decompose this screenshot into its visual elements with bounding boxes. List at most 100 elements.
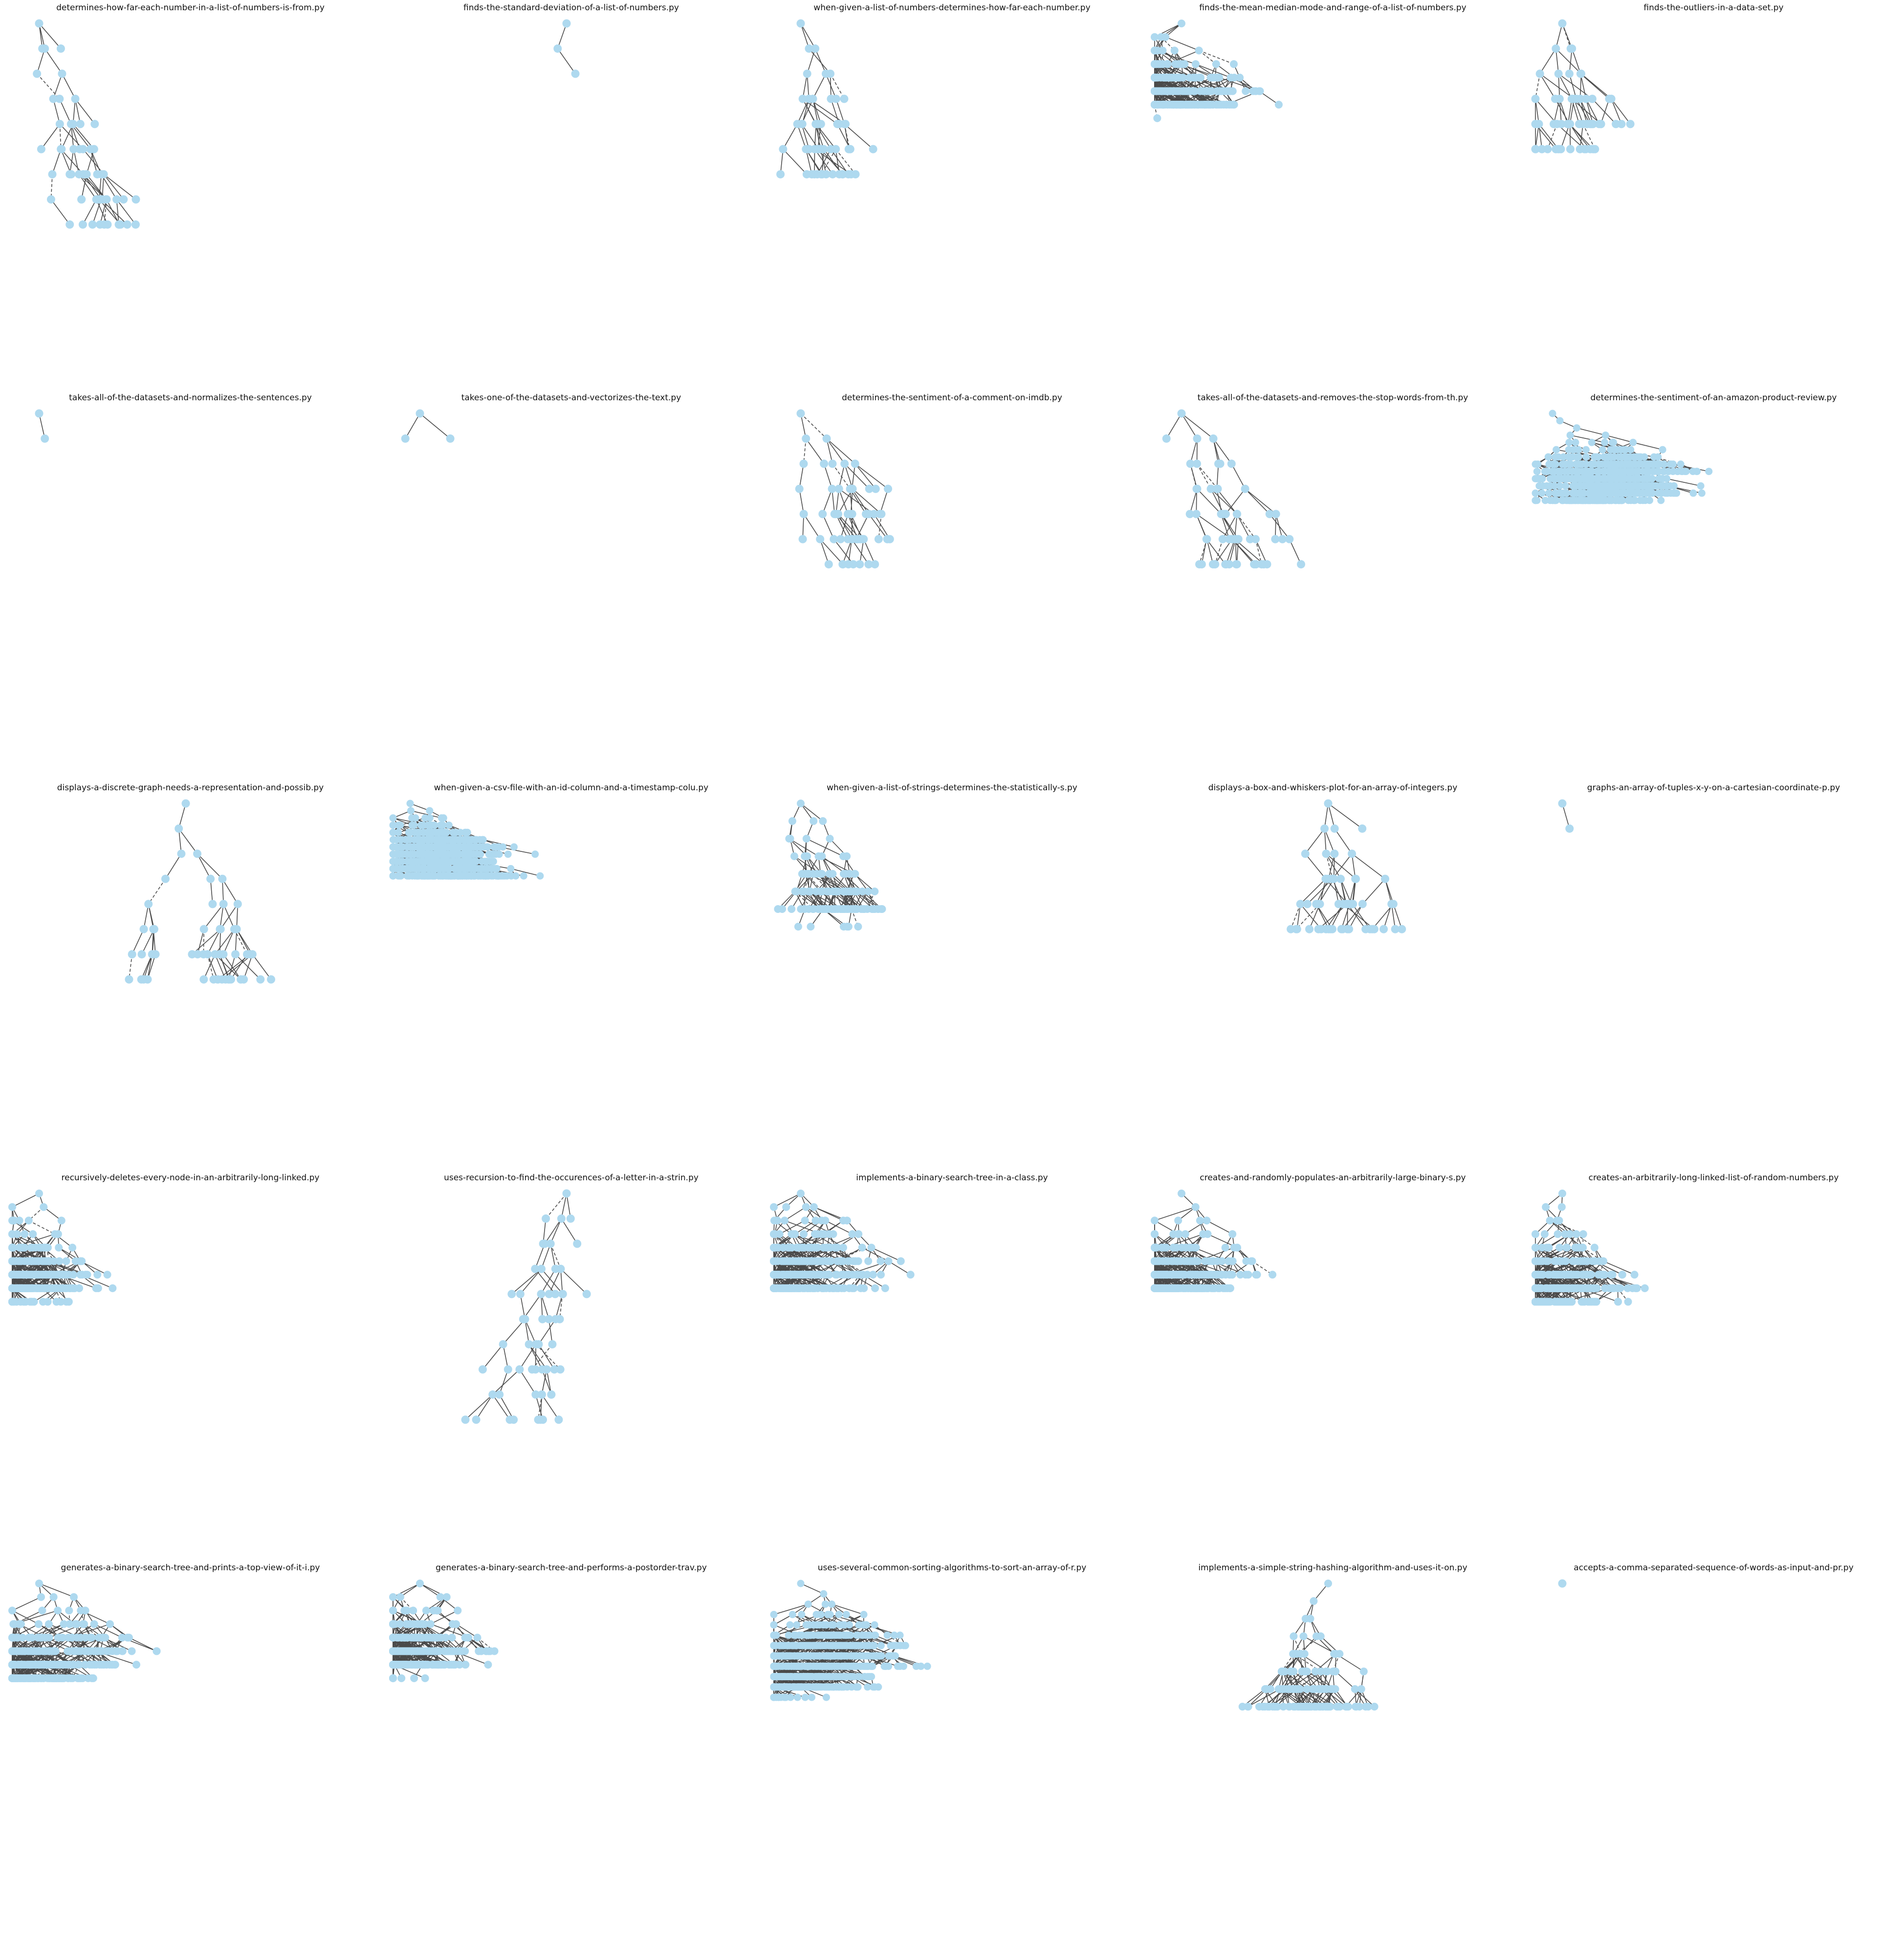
tree-node — [1562, 482, 1569, 490]
tree-node — [1608, 475, 1616, 482]
tree-node — [390, 836, 397, 844]
tree-node — [1207, 101, 1215, 108]
tree-node — [49, 95, 58, 103]
tree-node — [1160, 101, 1168, 108]
tree-node — [1549, 497, 1556, 504]
tree-node — [827, 95, 835, 103]
tree-node — [1534, 460, 1541, 468]
tree-node — [1242, 87, 1249, 95]
tree-node — [140, 925, 148, 933]
tree-node — [1596, 475, 1603, 482]
panel-title: takes-one-of-the-datasets-and-vectorizes… — [381, 393, 762, 403]
tree-node — [1545, 490, 1553, 497]
tree-node — [123, 220, 131, 229]
tree-node — [100, 220, 109, 229]
tree-node — [240, 976, 248, 984]
tree-node — [1180, 87, 1187, 95]
tree-edge — [558, 48, 575, 73]
tree-edge — [197, 854, 211, 879]
tree-node — [441, 843, 449, 850]
tree-node — [71, 95, 79, 103]
tree-node — [1533, 468, 1541, 475]
tree-node — [1151, 101, 1159, 108]
tree-node — [200, 925, 208, 933]
tree-edge — [1245, 489, 1269, 514]
tree-node — [825, 560, 833, 568]
tree-node — [440, 814, 447, 822]
tree-node — [1610, 446, 1618, 454]
tree-node — [1555, 490, 1562, 497]
tree-node — [1635, 453, 1642, 460]
tree-node — [131, 195, 140, 204]
tree-node — [426, 822, 434, 829]
tree-edge — [83, 199, 96, 224]
tree-node — [214, 976, 222, 984]
tree-node — [439, 836, 446, 844]
tree-node — [161, 875, 170, 883]
figure-grid: determines-how-far-each-number-in-a-list… — [0, 0, 1904, 1902]
panel-title: takes-all-of-the-datasets-and-normalizes… — [0, 393, 381, 403]
tree-diagram — [381, 390, 762, 781]
tree-node — [464, 829, 471, 836]
tree-node — [1193, 459, 1201, 468]
panel-title: displays-a-discrete-graph-needs-a-repres… — [0, 783, 381, 793]
tree-node — [188, 950, 196, 958]
tree-node — [1549, 468, 1556, 475]
tree-node — [83, 170, 91, 178]
tree-node — [1575, 446, 1582, 454]
tree-node — [57, 44, 65, 53]
tree-node — [1594, 468, 1601, 475]
tree-node — [875, 535, 883, 543]
tree-node — [1218, 510, 1226, 518]
tree-node — [102, 195, 110, 204]
tree-node — [1233, 510, 1241, 518]
tree-node — [401, 434, 410, 443]
tree-node — [475, 843, 482, 850]
tree-node — [1565, 446, 1573, 454]
tree-node — [487, 865, 495, 872]
tree-node — [1657, 497, 1664, 504]
tree-node — [1664, 468, 1672, 475]
tree-node — [1576, 145, 1584, 153]
tree-node — [48, 170, 57, 178]
tree-edge — [1182, 413, 1197, 438]
tree-node — [457, 836, 464, 844]
tree-node — [1159, 60, 1166, 68]
tree-node — [884, 485, 892, 493]
tree-node — [182, 800, 190, 808]
tree-node — [483, 843, 490, 850]
tree-node — [1549, 410, 1556, 417]
tree-node — [426, 814, 434, 822]
tree-node — [35, 410, 44, 418]
diagram-panel: when-given-a-csv-file-with-an-id-column-… — [381, 780, 762, 1171]
tree-node — [836, 535, 845, 543]
tree-node — [457, 829, 464, 836]
panel-title: when-given-a-list-of-numbers-determines-… — [762, 3, 1142, 13]
tree-node — [1536, 475, 1544, 482]
tree-node — [1212, 60, 1220, 68]
tree-node — [1566, 145, 1575, 153]
tree-node — [394, 829, 402, 836]
tree-node — [1615, 490, 1622, 497]
tree-node — [1193, 485, 1201, 493]
tree-edge — [62, 74, 75, 99]
panel-title: finds-the-mean-median-mode-and-range-of-… — [1142, 3, 1523, 13]
tree-node — [447, 843, 455, 850]
tree-node — [1271, 535, 1279, 543]
tree-diagram — [1142, 0, 1523, 391]
tree-node — [267, 976, 275, 984]
tree-node — [803, 69, 811, 78]
tree-diagram — [381, 780, 762, 1171]
tree-node — [1556, 417, 1564, 424]
tree-node — [66, 220, 74, 229]
tree-node — [876, 510, 884, 518]
tree-node — [217, 925, 225, 933]
tree-node — [1550, 120, 1558, 128]
tree-node — [851, 459, 859, 468]
tree-node — [1605, 95, 1613, 103]
tree-node — [437, 865, 444, 872]
tree-node — [1697, 482, 1705, 490]
panel-title: finds-the-standard-deviation-of-a-list-o… — [381, 3, 762, 13]
tree-node — [1628, 490, 1636, 497]
tree-node — [817, 170, 825, 178]
